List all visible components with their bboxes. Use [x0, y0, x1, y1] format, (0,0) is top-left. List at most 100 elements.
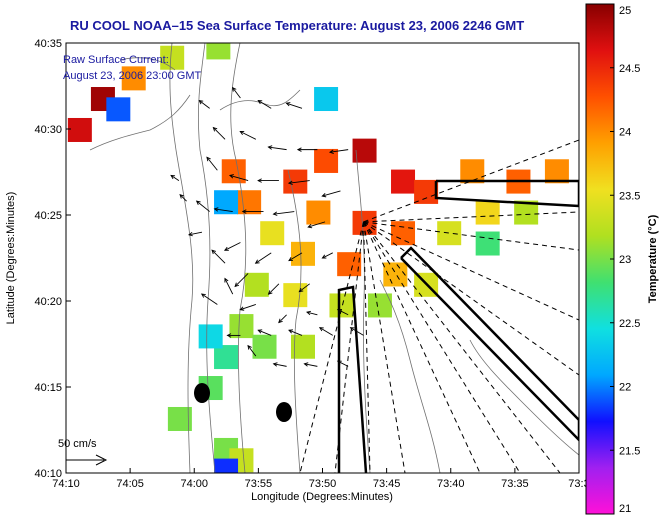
current-vector — [239, 304, 256, 311]
current-vector — [278, 314, 287, 324]
sst-cell — [383, 262, 408, 287]
colorbar-tick-label: 22 — [619, 382, 631, 394]
bathymetry-contours — [89, 43, 579, 473]
colorbar-tick-label: 23 — [619, 254, 631, 266]
sst-cell — [306, 200, 331, 225]
sst-cell — [198, 324, 223, 349]
sst-cell — [314, 87, 339, 112]
contour-line — [230, 43, 247, 473]
current-vector — [303, 362, 318, 367]
annotation-line-2: August 23, 2006 23:00 GMT — [63, 70, 201, 82]
contour-line — [355, 149, 371, 473]
current-vector — [247, 344, 257, 357]
contour-line — [287, 169, 302, 473]
sst-cell — [244, 272, 269, 297]
colorbar-tick-label: 21.5 — [619, 445, 640, 457]
chart-title: RU COOL NOAA–15 Sea Surface Temperature:… — [70, 18, 524, 33]
sst-cell — [475, 200, 500, 225]
buoy-marker — [194, 383, 210, 403]
contour-line — [169, 43, 194, 473]
current-vectors — [170, 86, 364, 367]
current-vector — [288, 252, 303, 262]
sst-cell — [121, 66, 146, 91]
current-vector — [179, 194, 187, 202]
current-vector — [306, 310, 318, 316]
x-tick-label: 73:35 — [501, 478, 529, 490]
current-vector — [211, 249, 226, 264]
outline-shape — [400, 246, 579, 442]
current-vector — [254, 252, 272, 264]
radial-line — [363, 221, 406, 473]
current-vector — [267, 145, 287, 151]
sst-cell — [290, 241, 315, 266]
y-tick-label: 40:35 — [34, 38, 62, 50]
current-vector — [257, 100, 272, 109]
current-vector — [213, 207, 233, 212]
radial-line — [363, 221, 561, 473]
sst-cell — [260, 221, 285, 246]
sst-cell — [544, 159, 569, 184]
black-outlines — [337, 179, 579, 473]
current-vector — [198, 99, 210, 109]
y-axis-label: Latitude (Degrees:Minutes) — [5, 192, 17, 325]
colorbar-tick-label: 21 — [619, 503, 631, 515]
current-vector — [223, 242, 241, 251]
radial-line — [363, 221, 481, 473]
radial-line — [363, 221, 579, 251]
current-vector — [257, 329, 272, 336]
sst-cell — [67, 117, 92, 142]
current-vector — [241, 209, 264, 214]
current-vector — [336, 360, 349, 367]
current-vector — [321, 190, 341, 198]
sst-cell — [221, 159, 246, 184]
current-vector — [200, 293, 218, 305]
y-tick-label: 40:10 — [34, 468, 62, 480]
current-vector — [224, 277, 234, 295]
x-tick-label: 73:50 — [309, 478, 337, 490]
radial-line — [363, 221, 521, 473]
sst-cell — [475, 231, 500, 256]
sst-cell — [283, 283, 308, 308]
outline-shape — [434, 179, 579, 208]
colorbar: 21 21.5 22 22.5 23 23.5 24 24.5 25 Temperature (… — [585, 3, 659, 515]
current-vector — [234, 273, 249, 288]
current-vector — [267, 283, 280, 295]
contour-line — [219, 89, 301, 111]
contour-line — [89, 94, 191, 151]
colorbar-tick-label: 23.5 — [619, 190, 640, 202]
sst-cell — [391, 169, 416, 194]
x-axis-label: Longitude (Degrees:Minutes) — [251, 491, 393, 503]
current-vector — [212, 126, 226, 140]
x-tick-label: 74:00 — [180, 478, 208, 490]
colorbar-ticks: 21 21.5 22 22.5 23 23.5 24 24.5 25 — [610, 3, 640, 515]
current-vector — [336, 309, 349, 316]
colorbar-tick-label: 22.5 — [619, 318, 640, 330]
x-axis-ticks: 74:10 74:05 74:00 73:55 73:50 73:45 73:40 73:35… — [52, 468, 590, 490]
sst-cell — [314, 148, 339, 173]
scale-label: 50 cm/s — [58, 438, 97, 450]
current-vector — [349, 327, 364, 336]
colorbar-tick-label: 24 — [619, 127, 631, 139]
sst-cell — [160, 45, 185, 70]
contour-line — [469, 339, 579, 456]
scale-arrow: 50 cm/s — [58, 438, 108, 466]
sst-cell — [437, 221, 462, 246]
radial-line — [363, 139, 579, 223]
x-tick-label: 73:40 — [437, 478, 465, 490]
buoy-marker — [276, 402, 292, 422]
radial-line — [299, 221, 365, 473]
sst-cell — [206, 43, 231, 60]
current-vector — [285, 102, 303, 109]
current-vector — [288, 329, 303, 336]
current-vector — [298, 283, 310, 293]
sst-cell — [367, 293, 392, 318]
x-tick-label: 73:55 — [245, 478, 273, 490]
radial-line — [363, 221, 579, 376]
sst-layer — [67, 43, 569, 473]
sst-cell — [229, 314, 254, 339]
current-vector — [226, 333, 241, 338]
sst-cell — [329, 293, 354, 318]
current-vector — [296, 147, 318, 152]
sst-cell — [106, 97, 131, 122]
